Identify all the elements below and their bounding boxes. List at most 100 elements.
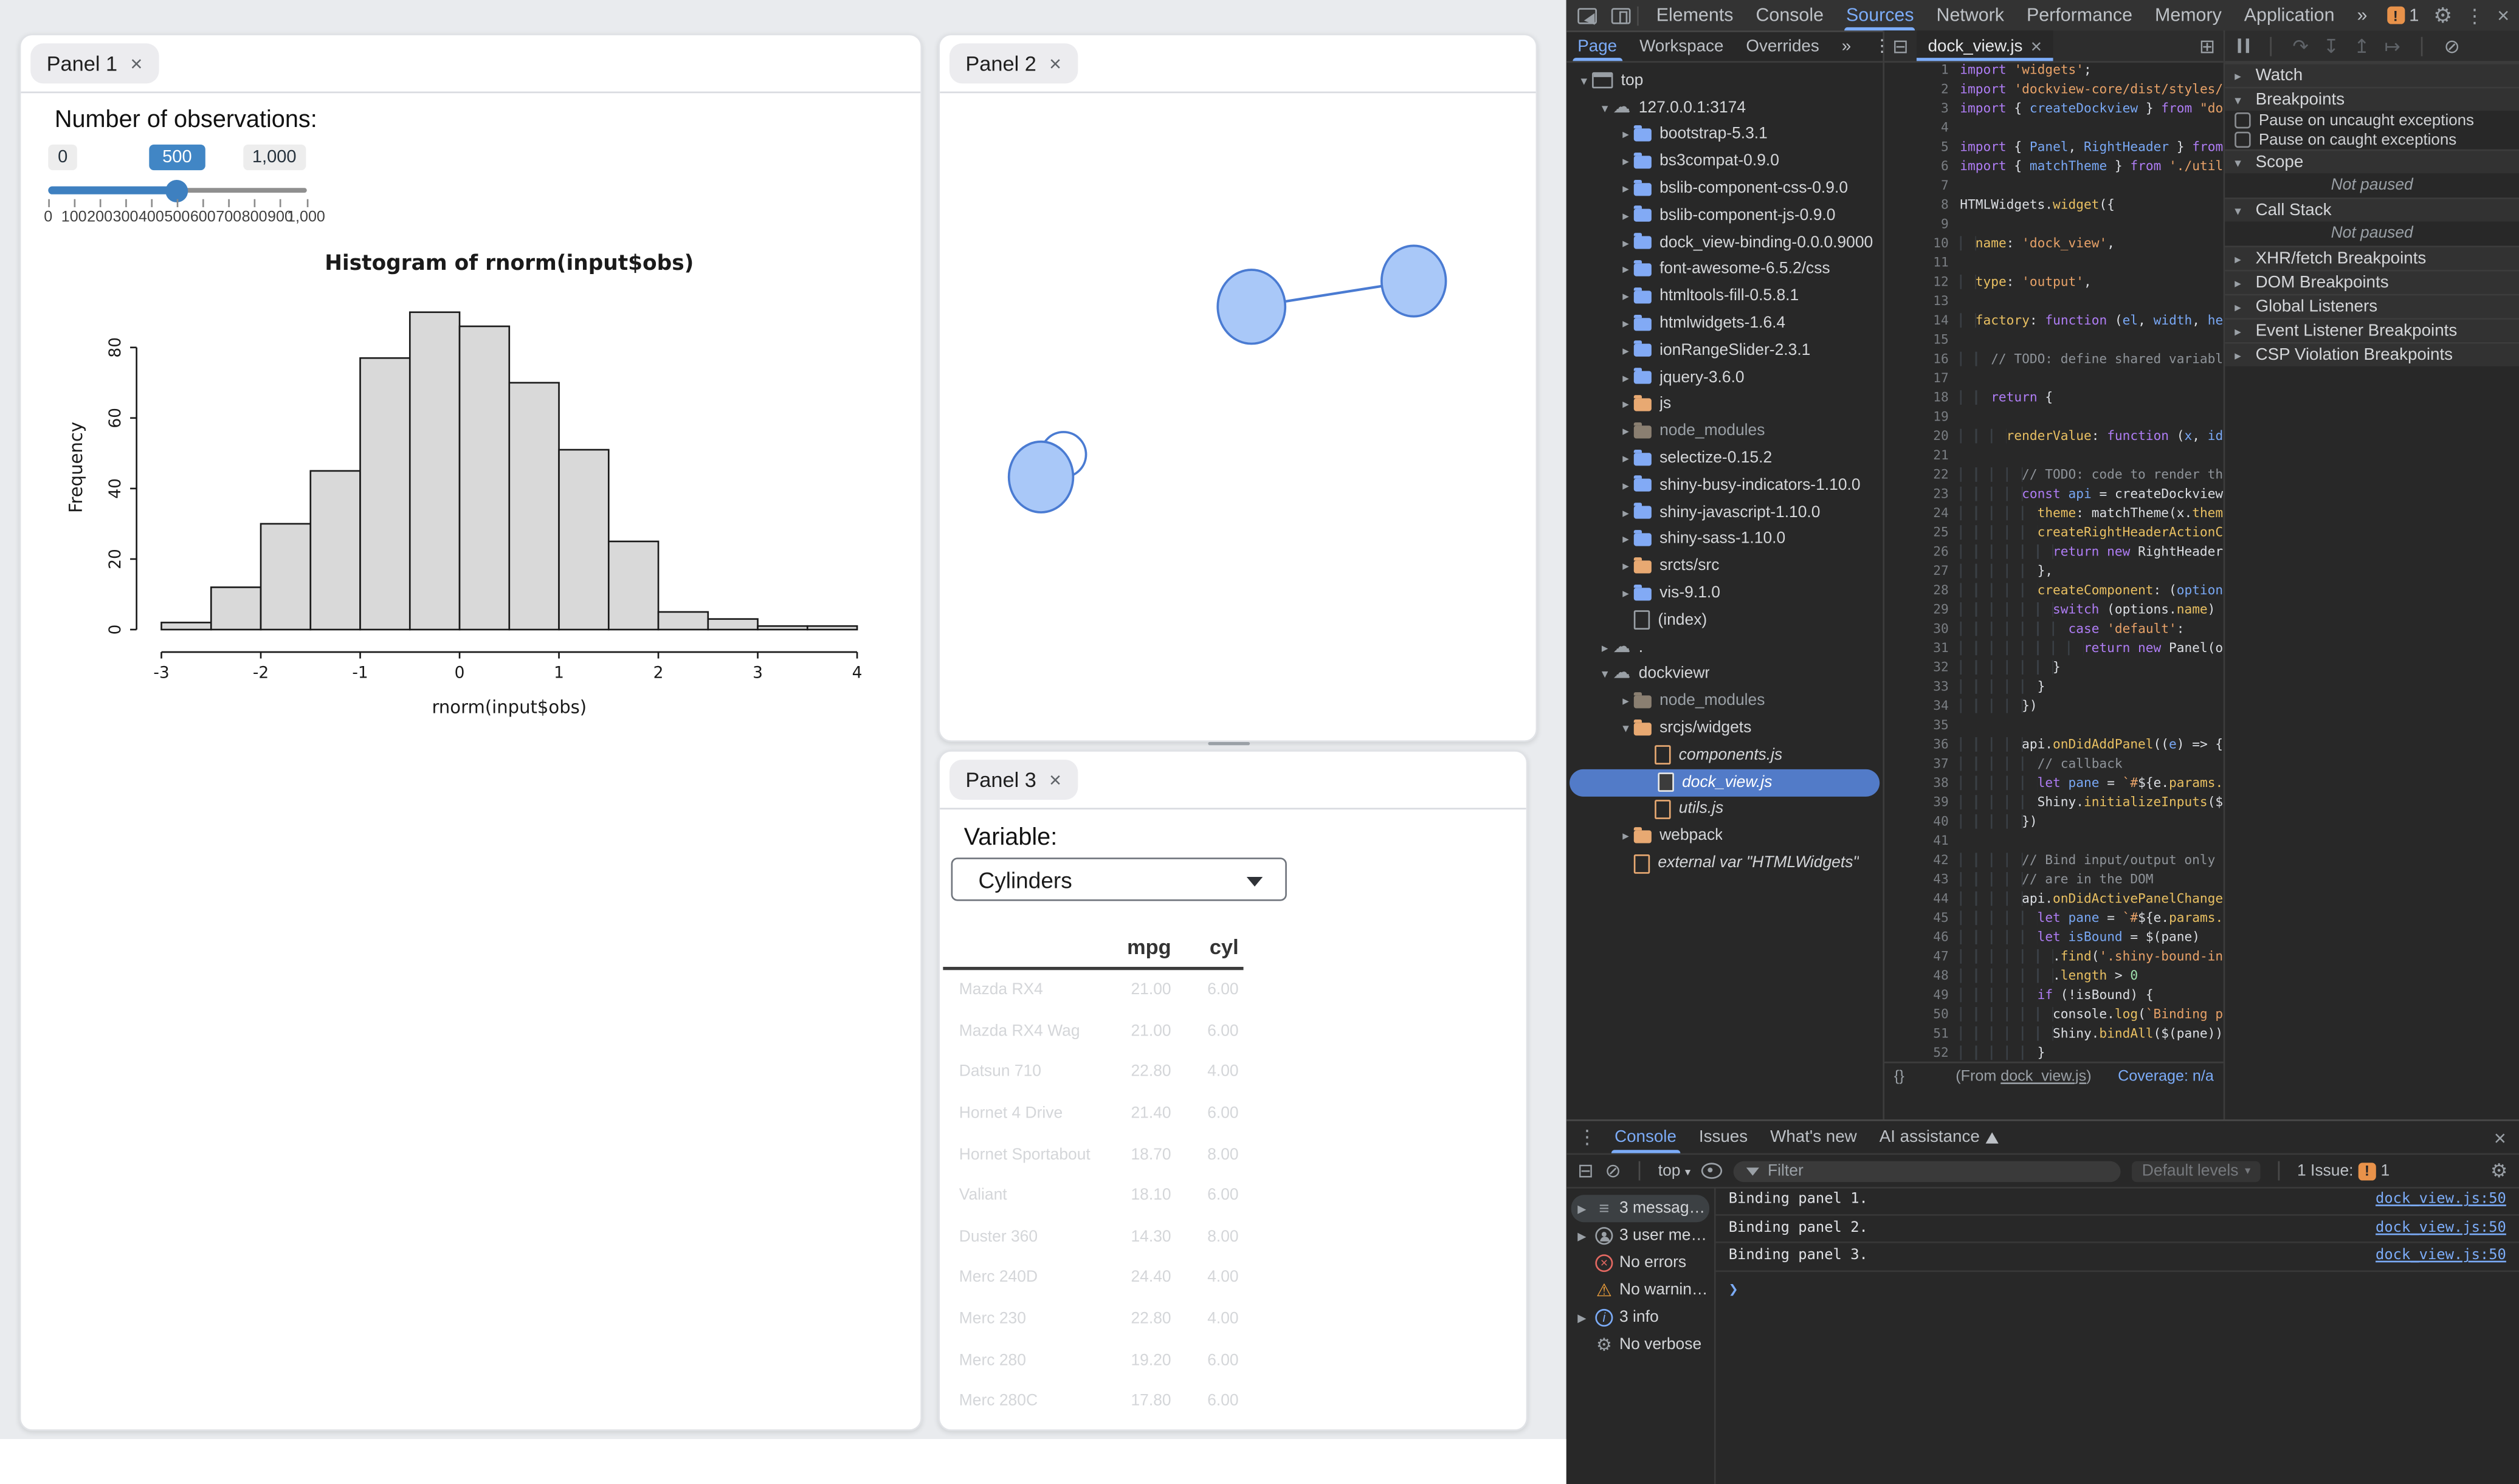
devtools-tab-network[interactable]: Network bbox=[1936, 5, 2005, 25]
file-tree-item[interactable]: ▸ webpack bbox=[1566, 823, 1883, 850]
line-number[interactable]: 51 bbox=[1933, 1026, 1949, 1041]
issues-badge-icon[interactable]: ! bbox=[2386, 6, 2405, 24]
debugger-section-watch[interactable]: ▸ Watch bbox=[2225, 63, 2519, 87]
line-number[interactable]: 11 bbox=[1933, 255, 1949, 270]
line-number[interactable]: 25 bbox=[1933, 525, 1949, 540]
close-icon[interactable]: × bbox=[2030, 34, 2042, 57]
line-number[interactable]: 15 bbox=[1933, 332, 1949, 347]
chevron-right-icon[interactable]: ▸ bbox=[1622, 586, 1629, 601]
file-tree-item[interactable]: ▸ shiny-busy-indicators-1.10.0 bbox=[1566, 472, 1883, 499]
file-tree-item[interactable]: ▸ shiny-sass-1.10.0 bbox=[1566, 526, 1883, 553]
file-tree-item[interactable]: ▸ ionRangeSlider-2.3.1 bbox=[1566, 337, 1883, 364]
file-tree-item[interactable]: ▸ srcts/src bbox=[1566, 553, 1883, 580]
network-node-2[interactable] bbox=[1380, 244, 1447, 318]
debugger-section-scope[interactable]: ▾ Scope bbox=[2225, 149, 2519, 174]
chevron-right-icon[interactable]: ▸ bbox=[1622, 370, 1629, 385]
line-number[interactable]: 42 bbox=[1933, 853, 1949, 868]
line-number[interactable]: 52 bbox=[1933, 1045, 1949, 1060]
chevron-right-icon[interactable]: ▸ bbox=[1622, 235, 1629, 250]
line-number[interactable]: 22 bbox=[1933, 467, 1949, 482]
chevron-right-icon[interactable]: ▸ bbox=[1622, 154, 1629, 170]
file-tree-item[interactable]: dock_view.js bbox=[1570, 769, 1880, 796]
file-tree-item[interactable]: ▸ node_modules bbox=[1566, 688, 1883, 715]
chevron-right-icon[interactable]: ▸ bbox=[1622, 505, 1629, 520]
console-filter-input[interactable]: Filter bbox=[1734, 1160, 2121, 1181]
chevron-right-icon[interactable]: ▸ bbox=[1622, 829, 1629, 844]
console-filter-no-errors[interactable]: × No errors bbox=[1571, 1249, 1709, 1277]
network-node-1[interactable] bbox=[1216, 269, 1287, 345]
clear-console-icon[interactable]: ⊘ bbox=[1605, 1159, 1621, 1183]
devtools-tab-elements[interactable]: Elements bbox=[1656, 5, 1734, 25]
line-number[interactable]: 1 bbox=[1941, 63, 1949, 77]
file-tree-item[interactable]: ▾ top bbox=[1566, 67, 1883, 94]
navigator-tab-workspace[interactable]: Workspace bbox=[1639, 36, 1724, 56]
chevron-right-icon[interactable]: ▸ bbox=[1622, 532, 1629, 547]
panel3-tab[interactable]: Panel 3 × bbox=[949, 760, 1078, 800]
chevron-right-icon[interactable]: ▸ bbox=[1622, 181, 1629, 196]
debugger-section-global-listeners[interactable]: ▸ Global Listeners bbox=[2225, 294, 2519, 318]
navigator-tab-overrides[interactable]: Overrides bbox=[1746, 36, 1819, 56]
source-link[interactable]: dock_view.js:50 bbox=[2376, 1248, 2506, 1265]
console-filter-3-info[interactable]: ▶ i 3 info bbox=[1571, 1304, 1709, 1331]
line-number[interactable]: 20 bbox=[1933, 428, 1949, 444]
console-tab-what-s-new[interactable]: What's new bbox=[1770, 1127, 1857, 1147]
devtools-tab-sources[interactable]: Sources bbox=[1835, 0, 1925, 31]
file-tree-item[interactable]: (index) bbox=[1566, 607, 1883, 634]
console-tab-console[interactable]: Console bbox=[1604, 1121, 1688, 1153]
chevron-right-icon[interactable]: ▸ bbox=[1622, 343, 1629, 358]
editor-tab[interactable]: dock_view.js × bbox=[1917, 30, 2053, 61]
file-tree-item[interactable]: ▸ node_modules bbox=[1566, 418, 1883, 445]
line-number[interactable]: 17 bbox=[1933, 371, 1949, 386]
step-out-icon[interactable]: ↥ bbox=[2354, 34, 2370, 57]
file-tree-item[interactable]: ▸ bslib-component-js-0.9.0 bbox=[1566, 202, 1883, 229]
file-tree-item[interactable]: ▾ ☁ 127.0.0.1:3174 bbox=[1566, 94, 1883, 121]
line-number[interactable]: 7 bbox=[1941, 178, 1949, 193]
line-number[interactable]: 14 bbox=[1933, 313, 1949, 328]
chevron-right-icon[interactable]: ▸ bbox=[1622, 397, 1629, 412]
file-tree-item[interactable]: ▸ bootstrap-5.3.1 bbox=[1566, 122, 1883, 148]
chevron-down-icon[interactable]: ▾ bbox=[1601, 667, 1608, 682]
line-number[interactable]: 18 bbox=[1933, 390, 1949, 405]
file-tree-item[interactable]: ▾ ☁ dockviewr bbox=[1566, 661, 1883, 688]
line-number[interactable]: 9 bbox=[1941, 216, 1949, 232]
chevron-right-icon[interactable]: ▸ bbox=[1622, 478, 1629, 493]
line-number[interactable]: 2 bbox=[1941, 81, 1949, 97]
source-link[interactable]: dock_view.js:50 bbox=[2376, 1220, 2506, 1237]
line-number[interactable]: 27 bbox=[1933, 563, 1949, 579]
line-number[interactable]: 5 bbox=[1941, 139, 1949, 154]
line-number[interactable]: 30 bbox=[1933, 621, 1949, 636]
chevron-right-icon[interactable]: ▸ bbox=[1622, 208, 1629, 224]
status-file-link[interactable]: dock_view.js bbox=[2000, 1067, 2087, 1085]
line-number[interactable]: 31 bbox=[1933, 641, 1949, 656]
code-editor[interactable]: 1 import 'widgets'; 2 import 'dockview-core… bbox=[1884, 61, 2224, 1063]
device-toolbar-icon[interactable] bbox=[1611, 7, 1631, 24]
source-link[interactable]: dock_view.js:50 bbox=[2376, 1192, 2506, 1209]
line-number[interactable]: 32 bbox=[1933, 660, 1949, 675]
drawer-menu-icon[interactable]: ⋮ bbox=[1577, 1125, 1597, 1149]
line-number[interactable]: 40 bbox=[1933, 814, 1949, 829]
line-number[interactable]: 37 bbox=[1933, 756, 1949, 771]
issues-counter[interactable]: 1 Issue: ! 1 bbox=[2297, 1162, 2390, 1180]
file-tree-item[interactable]: ▸ font-awesome-6.5.2/css bbox=[1566, 256, 1883, 283]
debugger-section-csp-violation-breakpoints[interactable]: ▸ CSP Violation Breakpoints bbox=[2225, 342, 2519, 366]
navigator-tab-page[interactable]: Page bbox=[1566, 30, 1628, 61]
console-tab-ai-assistance[interactable]: AI assistance bbox=[1868, 1121, 2010, 1153]
context-selector[interactable]: top ▾ bbox=[1658, 1162, 1691, 1180]
devtools-tab-performance[interactable]: Performance bbox=[2027, 5, 2133, 25]
console-filter-3-messag-[interactable]: ▶ ≡ 3 messag… bbox=[1571, 1195, 1709, 1223]
debugger-section-xhr-fetch-breakpoints[interactable]: ▸ XHR/fetch Breakpoints bbox=[2225, 246, 2519, 270]
step-over-icon[interactable]: ↷ bbox=[2292, 34, 2309, 57]
line-number[interactable]: 50 bbox=[1933, 1007, 1949, 1022]
file-tree-item[interactable]: utils.js bbox=[1566, 796, 1883, 823]
kebab-menu-icon[interactable]: ⋮ bbox=[2465, 4, 2484, 27]
file-tree-item[interactable]: ▸ bslib-component-css-0.9.0 bbox=[1566, 176, 1883, 202]
devtools-tab-memory[interactable]: Memory bbox=[2155, 5, 2222, 25]
close-icon[interactable]: × bbox=[1049, 768, 1062, 792]
line-number[interactable]: 41 bbox=[1933, 833, 1949, 848]
close-icon[interactable]: × bbox=[2497, 3, 2510, 27]
chevron-down-icon[interactable]: ▾ bbox=[1601, 100, 1608, 115]
devtools-tab-application[interactable]: Application bbox=[2244, 5, 2335, 25]
line-number[interactable]: 13 bbox=[1933, 294, 1949, 309]
console-filter-no-warnin-[interactable]: ⚠ No warnin… bbox=[1571, 1277, 1709, 1304]
file-tree-item[interactable]: ▸ shiny-javascript-1.10.0 bbox=[1566, 499, 1883, 526]
